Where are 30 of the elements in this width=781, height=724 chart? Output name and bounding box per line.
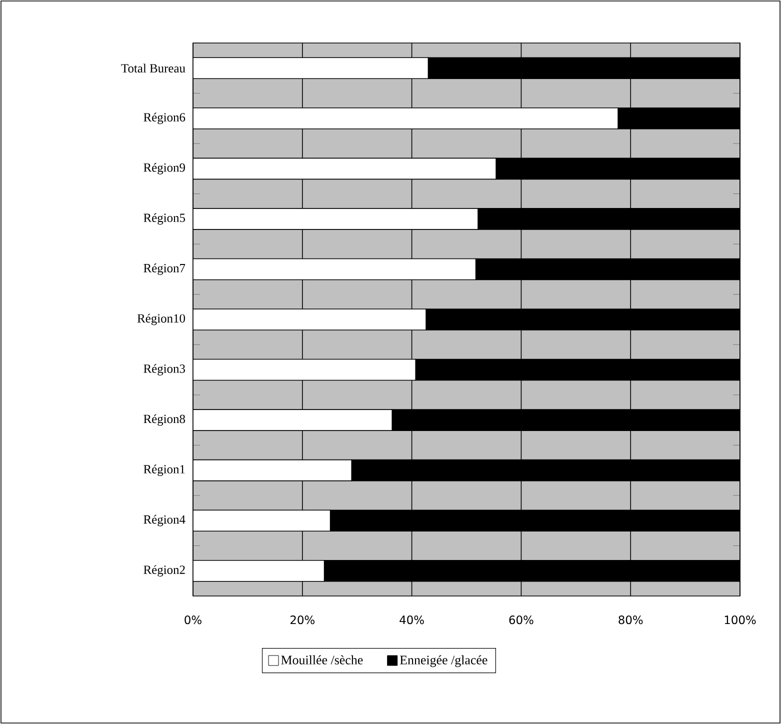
y-tick-label: Région9: [144, 163, 185, 174]
x-tick-label: 40%: [400, 616, 424, 624]
bar: [193, 358, 416, 381]
legend-label: Enneigée /glacée: [400, 655, 488, 668]
y-tick-label: Région3: [144, 364, 185, 376]
bar: [193, 258, 476, 280]
bar: [193, 208, 478, 230]
x-tick-label: 100%: [724, 616, 756, 624]
x-tick-label: 20%: [290, 616, 314, 624]
y-tick-label: Région10: [137, 314, 186, 326]
bar: [193, 409, 393, 431]
y-tick-label: Région5: [144, 213, 185, 225]
y-tick-label: Région8: [144, 414, 186, 426]
x-tick-label: 0%: [184, 616, 202, 624]
y-tick-label: Total Bureau: [121, 64, 186, 73]
legend-label: Mouillée /sèche: [281, 655, 363, 664]
bar: [193, 308, 426, 330]
y-tick-label: Région6: [144, 112, 186, 124]
x-tick-label: 80%: [618, 616, 643, 624]
y-tick-label: Région4: [144, 514, 186, 526]
bar: [193, 560, 325, 582]
bar: [193, 459, 352, 482]
bar: [193, 158, 496, 180]
bar: [193, 108, 618, 130]
bar: [193, 510, 331, 532]
y-tick-label: Région1: [144, 464, 185, 476]
bar: [193, 57, 429, 80]
y-tick-label: Région7: [144, 264, 186, 275]
y-tick-label: Région2: [144, 565, 185, 577]
x-tick-label: 60%: [509, 616, 534, 624]
